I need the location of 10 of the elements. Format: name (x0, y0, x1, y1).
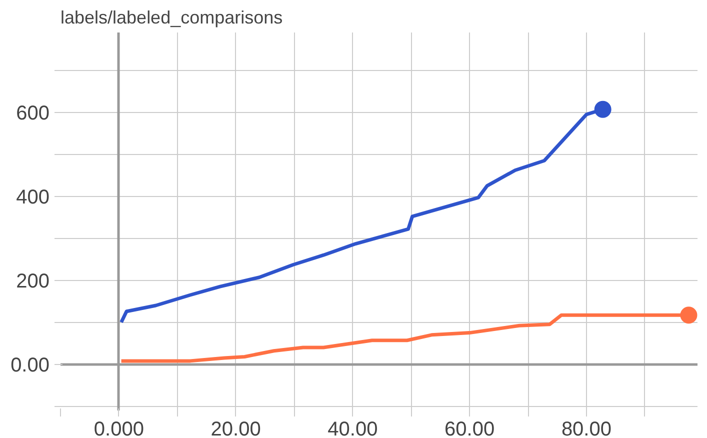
y-tick-label: 400 (16, 186, 50, 208)
y-tick-label: 600 (16, 102, 50, 124)
x-tick-label: 60.00 (444, 418, 495, 438)
y-tick-label: 200 (16, 270, 50, 292)
x-tick-label: 20.00 (210, 418, 261, 438)
x-tick-label: 40.00 (328, 418, 378, 438)
x-tick-label: 0.000 (94, 418, 144, 438)
chart-title: labels/labeled_comparisons (60, 8, 283, 28)
x-tick-label: 80.00 (561, 418, 612, 438)
y-tick-label: 0.00 (10, 354, 50, 376)
